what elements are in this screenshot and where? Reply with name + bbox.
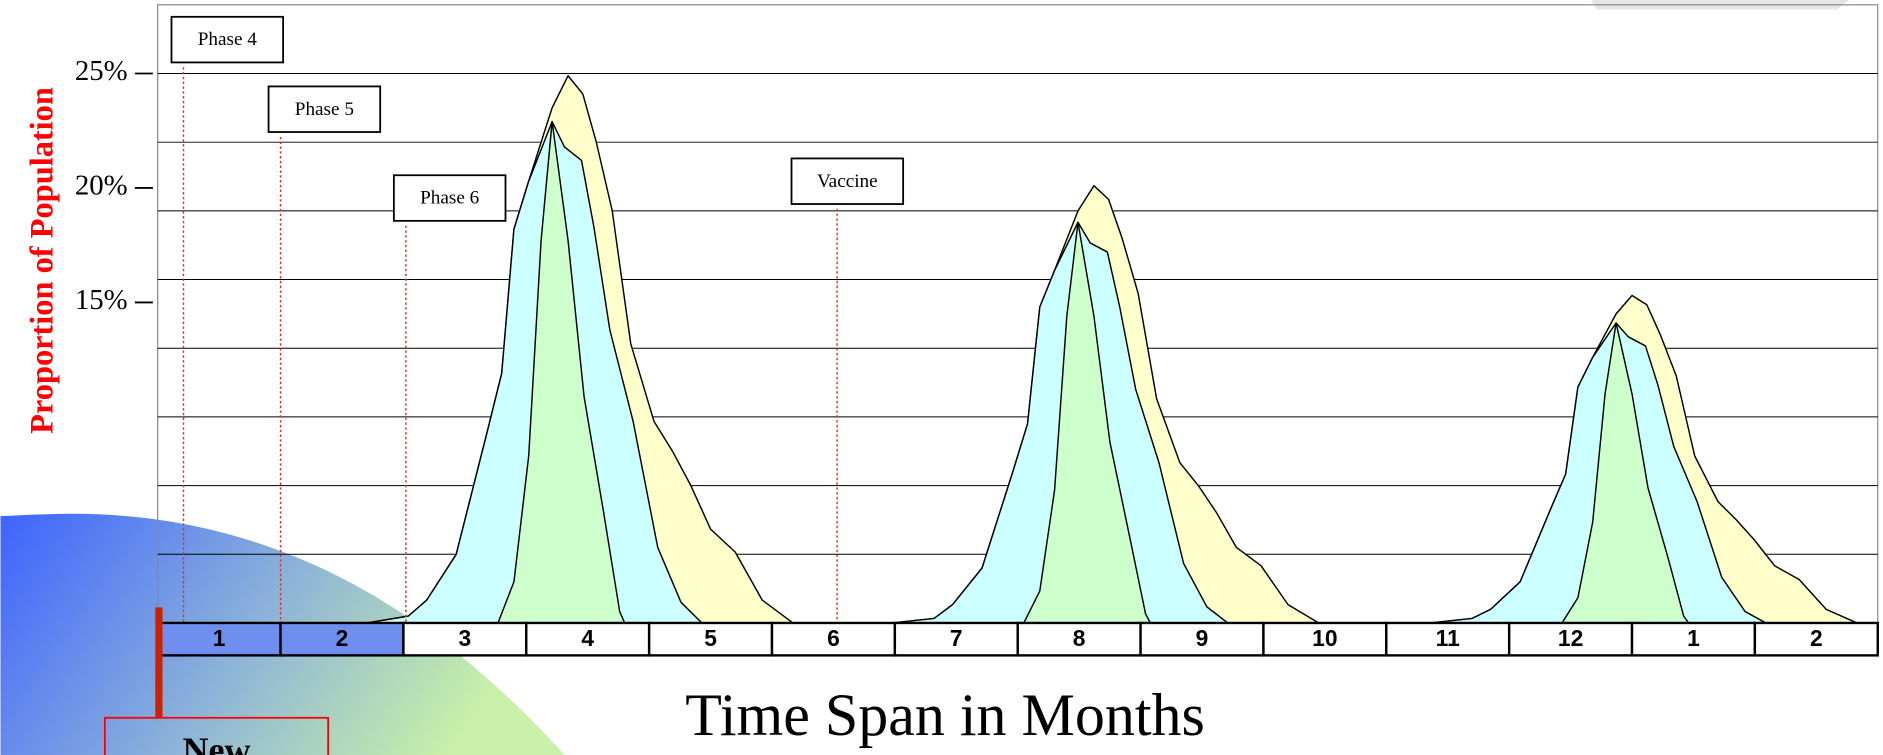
x-tick-label: 4 bbox=[581, 625, 594, 651]
annotation-box bbox=[170, 15, 285, 64]
x-tick-label: 7 bbox=[950, 625, 963, 651]
y-tick-label: 20% bbox=[75, 170, 128, 202]
note-text: New bbox=[183, 730, 251, 755]
x-axis-label: Time Span in Months bbox=[685, 682, 1205, 748]
month-cell bbox=[1753, 621, 1879, 657]
annotation-text: Phase 6 bbox=[420, 188, 480, 209]
y-tick-label: 25% bbox=[75, 55, 128, 87]
annotation-text: Phase 5 bbox=[295, 99, 354, 120]
x-tick-label: 9 bbox=[1196, 625, 1209, 651]
marker-bar bbox=[155, 607, 163, 718]
month-cell bbox=[525, 621, 651, 657]
month-cell bbox=[1630, 621, 1757, 657]
x-tick-label: 2 bbox=[336, 625, 349, 651]
x-tick-label: 10 bbox=[1312, 625, 1337, 651]
annotation-text: Vaccine bbox=[817, 171, 878, 192]
annotation-box bbox=[392, 174, 507, 222]
month-cell bbox=[893, 621, 1019, 657]
note-box bbox=[103, 716, 330, 755]
month-cell bbox=[402, 621, 528, 657]
x-tick-label: 2 bbox=[1810, 625, 1823, 651]
annotation-text: Phase 4 bbox=[198, 29, 258, 50]
x-tick-label: 1 bbox=[213, 625, 226, 651]
area bbox=[497, 120, 1690, 624]
month-cell bbox=[1262, 621, 1388, 657]
annotation-box bbox=[267, 85, 382, 133]
month-row: 1 2 3 4 5 6 7 8 9 10 11 12 1 2 bbox=[156, 621, 1879, 657]
x-tick-label: 5 bbox=[704, 625, 717, 651]
x-tick-label: 8 bbox=[1073, 625, 1086, 651]
x-tick-label: 12 bbox=[1558, 625, 1583, 651]
x-tick-label: 1 bbox=[1687, 625, 1700, 651]
x-tick-label: 3 bbox=[459, 625, 472, 651]
month-cell bbox=[279, 621, 405, 657]
areas bbox=[365, 75, 1858, 624]
month-cell bbox=[1385, 621, 1511, 657]
annotation-box bbox=[790, 157, 905, 205]
month-cell bbox=[1139, 621, 1265, 657]
x-tick-label: 11 bbox=[1436, 625, 1460, 651]
y-tick-label: 15% bbox=[75, 284, 128, 316]
month-cell bbox=[770, 621, 897, 657]
x-tick-label: 6 bbox=[827, 625, 840, 651]
y-axis-label: Proportion of Population bbox=[24, 87, 60, 434]
y-axis: 15% 20% 25% bbox=[75, 55, 153, 316]
month-cell bbox=[1016, 621, 1142, 657]
annotations: Phase 4 Phase 5 Phase 6 Vaccine bbox=[170, 15, 905, 623]
